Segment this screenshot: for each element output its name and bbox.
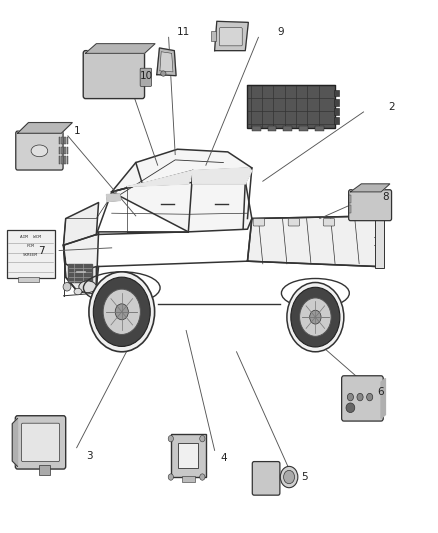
Polygon shape (193, 168, 252, 184)
Text: 5: 5 (301, 472, 308, 482)
Ellipse shape (103, 289, 140, 335)
Text: AIM  WCM: AIM WCM (20, 235, 41, 239)
FancyBboxPatch shape (252, 462, 280, 495)
Ellipse shape (287, 282, 344, 352)
Text: SKREEM: SKREEM (23, 253, 38, 257)
Bar (349, 205, 351, 213)
Text: 3: 3 (86, 451, 93, 461)
Bar (178, 443, 198, 468)
Polygon shape (18, 123, 72, 133)
Text: FCM: FCM (27, 244, 35, 248)
Polygon shape (112, 149, 252, 192)
FancyBboxPatch shape (219, 28, 242, 46)
Bar (67, 147, 68, 154)
Text: 10: 10 (140, 71, 153, 80)
Ellipse shape (291, 287, 340, 347)
Ellipse shape (300, 298, 331, 336)
Ellipse shape (347, 393, 353, 401)
Bar (299, 126, 308, 131)
FancyBboxPatch shape (253, 219, 265, 226)
Ellipse shape (310, 310, 321, 324)
Bar (334, 117, 339, 124)
Polygon shape (381, 378, 385, 418)
Ellipse shape (200, 474, 205, 480)
Bar (247, 85, 335, 128)
Ellipse shape (115, 304, 128, 320)
Text: 9: 9 (277, 27, 284, 37)
Bar (375, 215, 384, 268)
Bar (61, 156, 63, 164)
Bar (171, 434, 206, 477)
Bar (334, 90, 339, 96)
Polygon shape (12, 418, 18, 466)
Bar (334, 108, 339, 115)
Polygon shape (350, 184, 390, 192)
Bar (61, 147, 63, 154)
Bar (67, 137, 68, 144)
FancyBboxPatch shape (21, 423, 60, 462)
Bar (67, 156, 68, 164)
Ellipse shape (161, 71, 166, 76)
Bar (182, 476, 195, 482)
Ellipse shape (89, 272, 155, 352)
Bar (64, 137, 66, 144)
Bar (349, 195, 351, 203)
Polygon shape (85, 44, 155, 53)
Polygon shape (106, 194, 120, 201)
Polygon shape (160, 52, 173, 72)
Text: 11: 11 (177, 27, 190, 37)
Text: 2: 2 (389, 102, 396, 111)
FancyBboxPatch shape (140, 68, 152, 86)
Polygon shape (127, 171, 193, 187)
FancyBboxPatch shape (342, 376, 383, 421)
Ellipse shape (357, 393, 363, 401)
Bar (211, 31, 216, 41)
Polygon shape (112, 181, 252, 232)
FancyBboxPatch shape (16, 131, 63, 170)
Bar (39, 465, 50, 475)
Ellipse shape (31, 145, 48, 157)
Bar (268, 126, 276, 131)
Bar (283, 126, 292, 131)
Bar (61, 137, 63, 144)
Bar (64, 156, 66, 164)
Polygon shape (64, 245, 96, 293)
Polygon shape (64, 232, 188, 293)
Polygon shape (247, 216, 383, 266)
Ellipse shape (79, 281, 96, 293)
Bar (59, 147, 60, 154)
Text: 4: 4 (220, 454, 227, 463)
Bar (334, 99, 339, 106)
Bar (252, 126, 261, 131)
Ellipse shape (367, 393, 373, 401)
Ellipse shape (346, 403, 355, 413)
FancyBboxPatch shape (349, 190, 392, 221)
FancyBboxPatch shape (323, 219, 335, 226)
FancyBboxPatch shape (288, 219, 300, 226)
Polygon shape (157, 48, 176, 76)
Polygon shape (68, 264, 92, 282)
FancyBboxPatch shape (15, 416, 66, 469)
Ellipse shape (63, 282, 71, 291)
Bar (7, 230, 55, 278)
Bar (315, 126, 324, 131)
Text: 6: 6 (378, 387, 385, 397)
Text: 7: 7 (38, 246, 45, 255)
Bar (59, 156, 60, 164)
Ellipse shape (74, 288, 82, 295)
Polygon shape (215, 21, 248, 51)
Ellipse shape (168, 435, 173, 442)
Ellipse shape (168, 474, 173, 480)
Ellipse shape (200, 435, 205, 442)
Bar (59, 137, 60, 144)
Text: 8: 8 (382, 192, 389, 202)
FancyBboxPatch shape (83, 51, 145, 99)
Bar (18, 277, 39, 282)
Ellipse shape (93, 277, 150, 346)
Ellipse shape (280, 466, 298, 488)
Polygon shape (64, 203, 99, 245)
Ellipse shape (284, 471, 295, 484)
Text: 1: 1 (73, 126, 80, 135)
Bar (64, 147, 66, 154)
